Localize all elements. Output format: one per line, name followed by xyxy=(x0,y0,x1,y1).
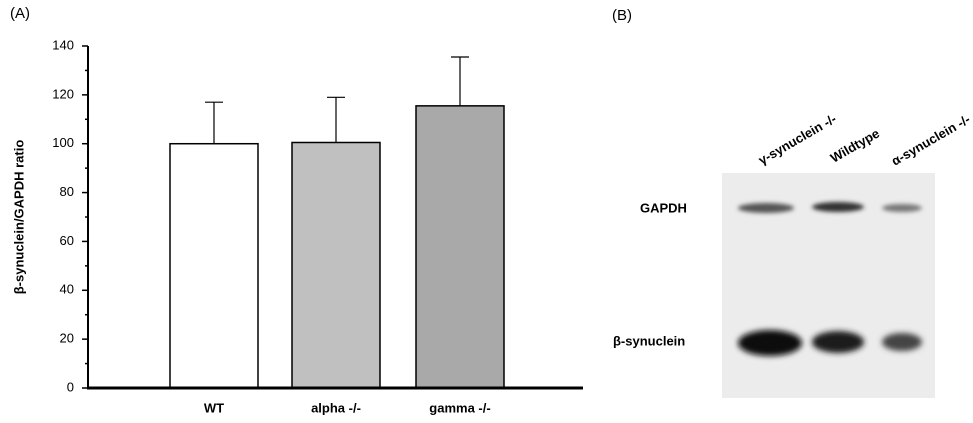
bar xyxy=(169,142,259,389)
error-bar xyxy=(327,96,345,143)
y-tick-label: 140 xyxy=(52,37,74,52)
x-tick-label: alpha -/- xyxy=(311,400,361,415)
y-tick-label: 60 xyxy=(60,233,74,248)
band xyxy=(882,333,922,351)
y-tick-label: 20 xyxy=(60,331,74,346)
y-axis-label: β-synuclein/GAPDH ratio xyxy=(11,140,26,295)
band xyxy=(738,203,794,213)
band xyxy=(738,330,802,356)
bar xyxy=(415,105,505,389)
plot-area: 0 20 40 60 80 100 120 140 WT alpha -/- gamma -/- xyxy=(52,37,583,415)
band xyxy=(812,331,864,353)
panel-label: (A) xyxy=(10,5,30,22)
error-bar xyxy=(451,56,469,106)
lane-label: Wildtype xyxy=(828,126,882,166)
x-tick-label: gamma -/- xyxy=(429,400,490,415)
y-tick-label: 0 xyxy=(67,379,74,394)
y-tick-label: 80 xyxy=(60,184,74,199)
error-bar xyxy=(205,101,223,144)
panel-label: (B) xyxy=(612,7,632,24)
y-tick-label: 40 xyxy=(60,282,74,297)
western-blot xyxy=(722,173,935,398)
band xyxy=(812,202,864,212)
y-tick-label: 120 xyxy=(52,86,74,101)
y-tick-label: 100 xyxy=(52,135,74,150)
band xyxy=(882,204,922,212)
row-label: GAPDH xyxy=(640,200,687,215)
bar xyxy=(291,141,381,389)
x-tick-label: WT xyxy=(204,400,224,415)
lane-label: γ-synuclein -/- xyxy=(756,111,839,168)
lane-label: α-synuclein -/- xyxy=(889,111,973,168)
row-label: β-synuclein xyxy=(613,333,685,348)
